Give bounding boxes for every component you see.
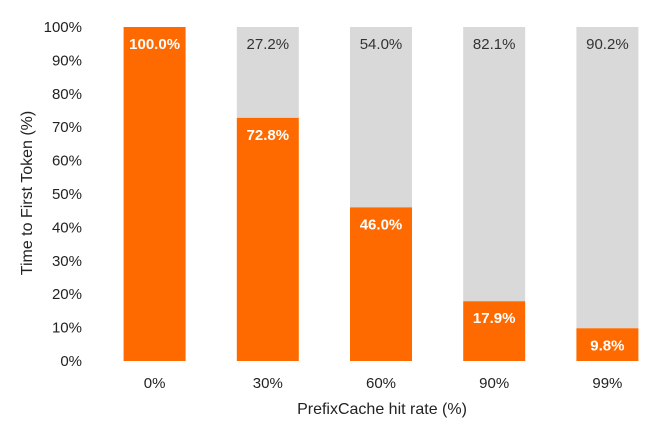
bar-remaining — [463, 27, 526, 302]
y-axis-title: Time to First Token (%) — [19, 111, 36, 275]
x-tick-label: 60% — [366, 375, 396, 392]
y-tick-label: 30% — [52, 253, 82, 270]
bar-ttft — [236, 117, 299, 362]
bar-label-ttft: 17.9% — [473, 310, 516, 327]
bar-label-remaining: 27.2% — [247, 36, 290, 53]
y-tick-label: 50% — [52, 186, 82, 203]
bar-ttft — [350, 207, 412, 361]
bar-label-ttft: 46.0% — [360, 216, 403, 233]
x-tick-label: 99% — [592, 375, 622, 392]
y-tick-label: 80% — [52, 86, 82, 103]
bar-label-ttft: 9.8% — [590, 337, 624, 354]
x-tick-label: 90% — [479, 375, 509, 392]
bar-ttft — [123, 27, 186, 361]
bar-remaining — [350, 27, 412, 208]
bars — [123, 27, 639, 362]
y-tick-label: 90% — [52, 52, 82, 69]
y-tick-label: 60% — [52, 153, 82, 170]
y-tick-label: 10% — [52, 320, 82, 337]
bar-remaining — [576, 27, 639, 329]
bar-label-remaining: 82.1% — [473, 36, 516, 53]
y-tick-label: 100% — [44, 19, 82, 36]
bar-ttft — [576, 328, 639, 361]
bar-ttft — [463, 301, 526, 361]
y-tick-label: 0% — [60, 353, 82, 370]
bar-label-remaining: 90.2% — [586, 36, 629, 53]
bar-labels: 100.0% 72.8% 27.2% 46.0% 54.0% 17.9% 82.1% 9.8%… — [129, 36, 629, 354]
bar-label-remaining: 54.0% — [360, 36, 403, 53]
y-axis-ticks: 0% 10% 20% 30% 40% 50% 60% 70% 80% 90% 100% — [44, 19, 82, 370]
x-axis-ticks: 0% 30% 60% 90% 99% — [144, 375, 623, 392]
x-tick-label: 0% — [144, 375, 166, 392]
x-tick-label: 30% — [253, 375, 283, 392]
y-tick-label: 20% — [52, 286, 82, 303]
x-axis-title: PrefixCache hit rate (%) — [297, 401, 467, 418]
y-tick-label: 40% — [52, 219, 82, 236]
bar-label-ttft: 100.0% — [129, 36, 180, 53]
bar-remaining — [236, 27, 299, 118]
y-tick-label: 70% — [52, 119, 82, 136]
bar-label-ttft: 72.8% — [247, 127, 290, 144]
